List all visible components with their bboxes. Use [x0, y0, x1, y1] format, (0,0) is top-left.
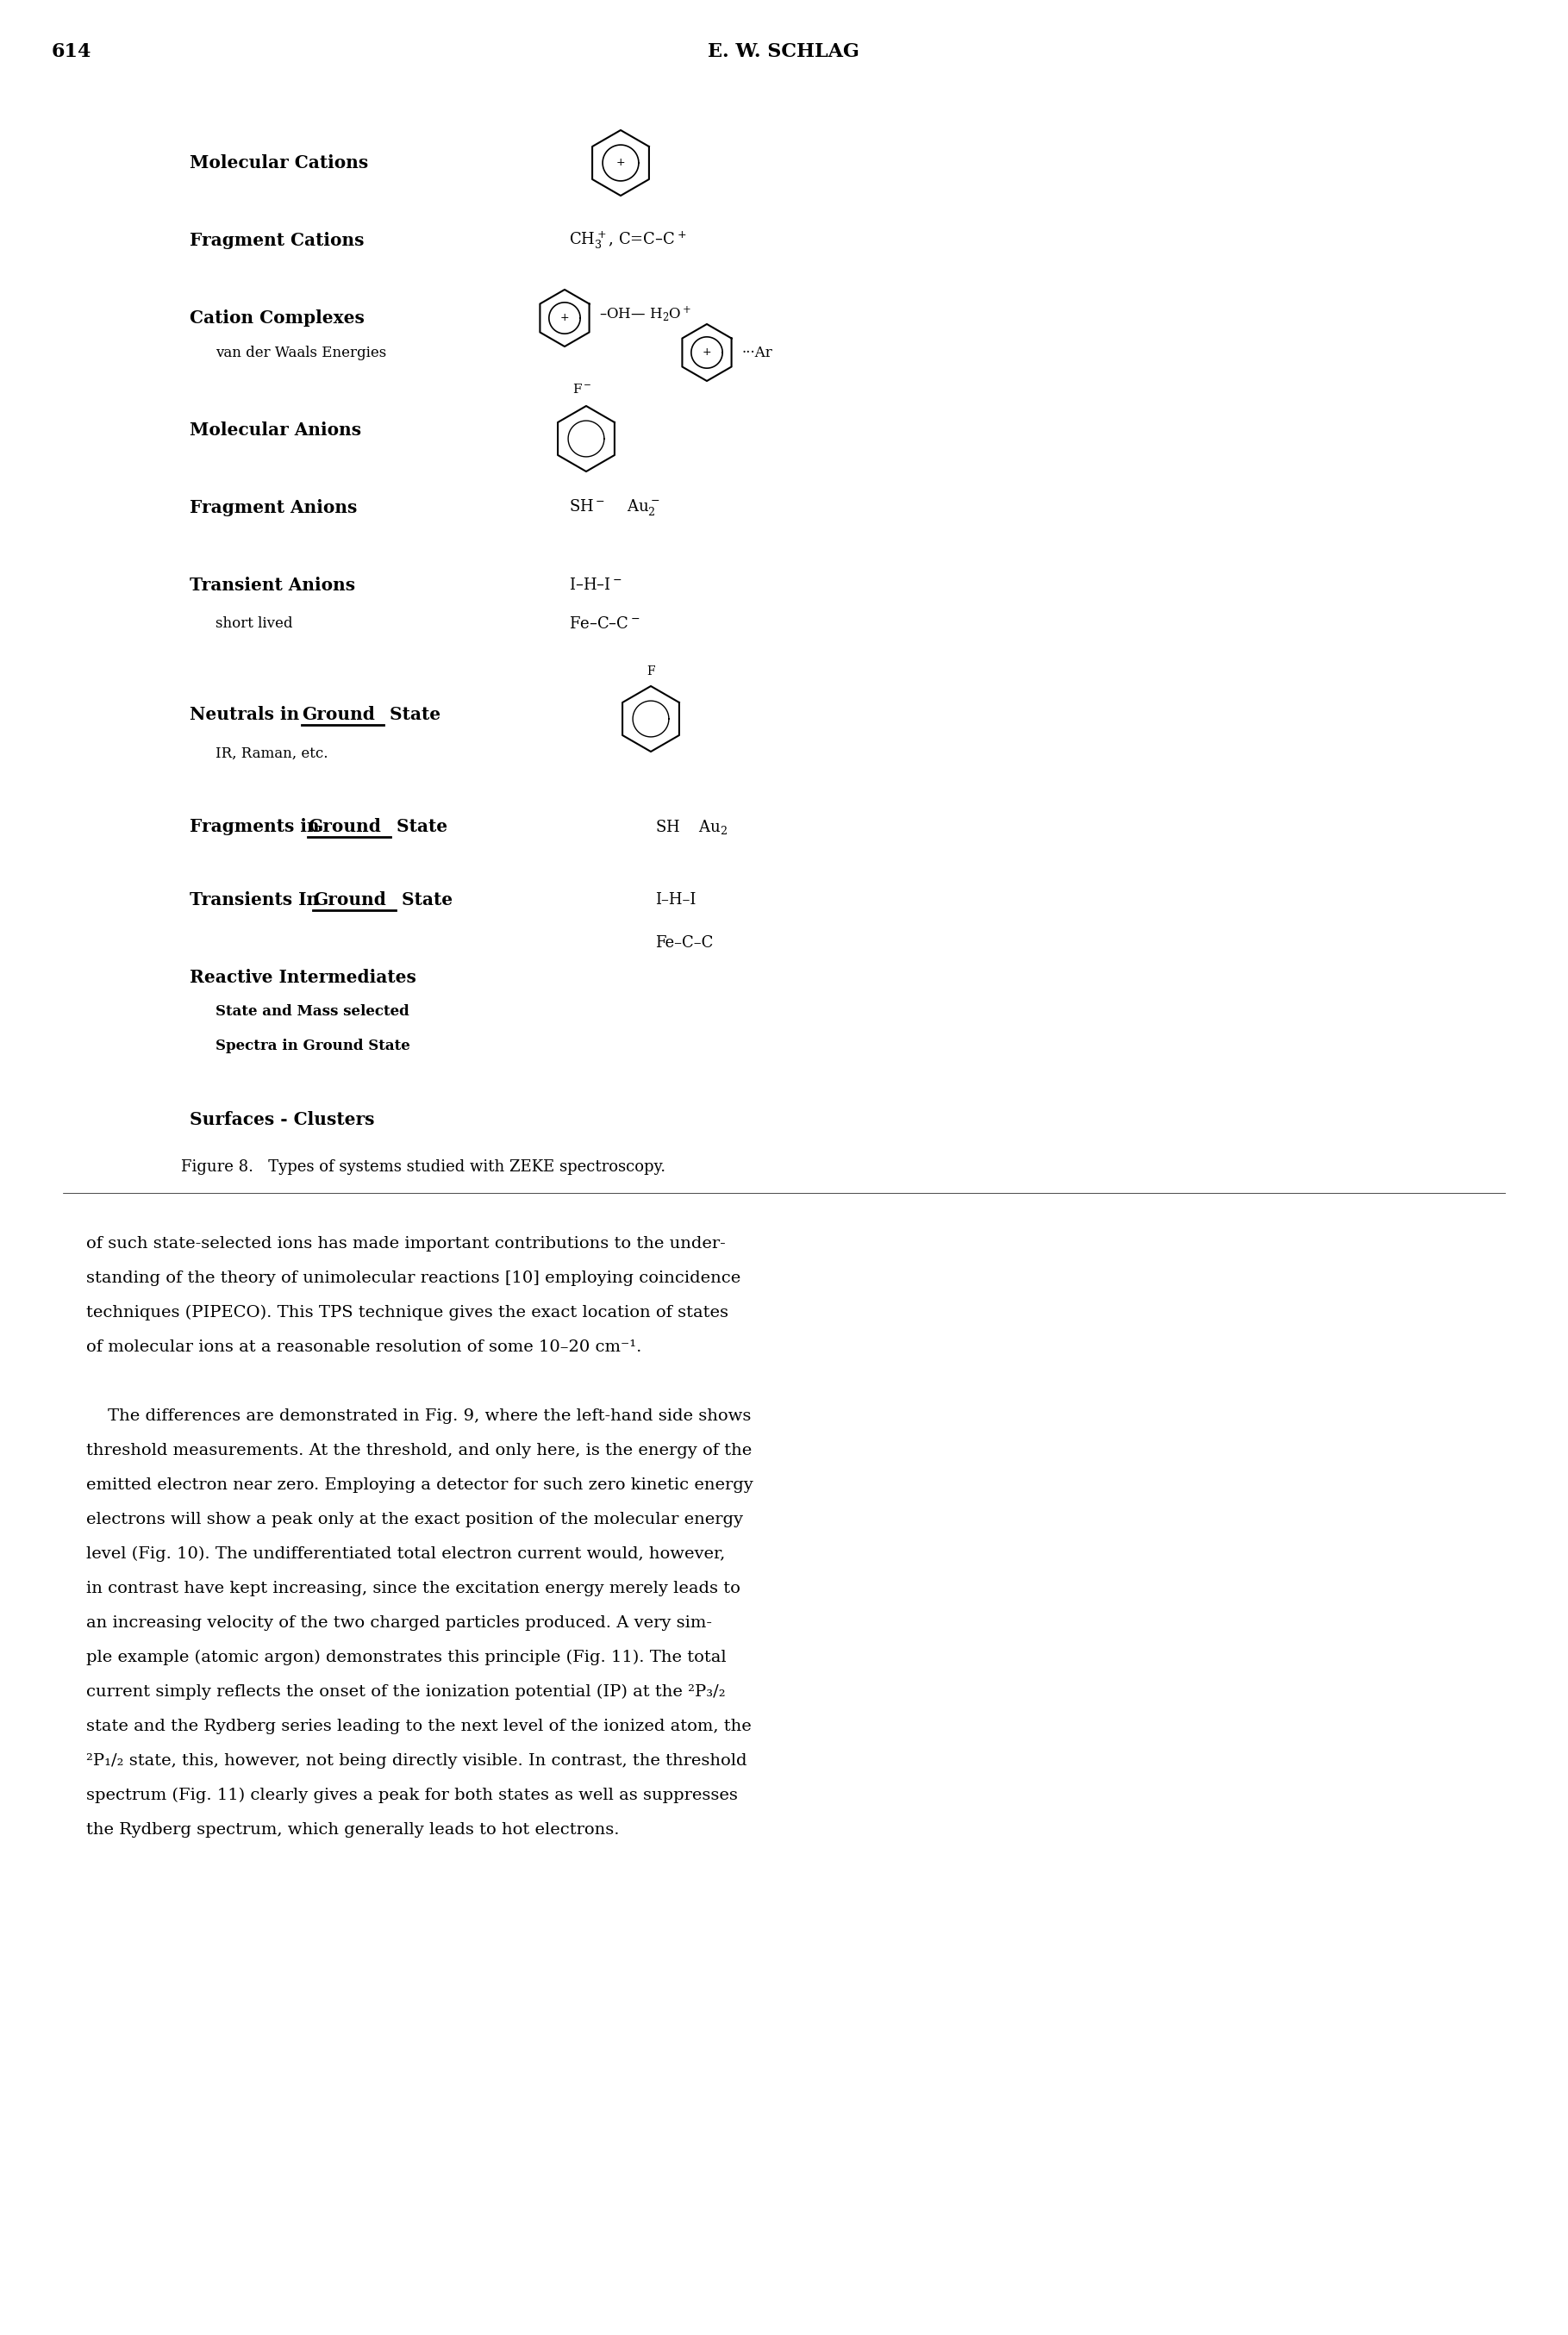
Text: State and Mass selected: State and Mass selected: [215, 1004, 409, 1020]
Text: –OH— $\mathregular{H_2O^+}$: –OH— $\mathregular{H_2O^+}$: [599, 304, 691, 322]
Text: techniques (PIPECO). This TPS technique gives the exact location of states: techniques (PIPECO). This TPS technique …: [86, 1305, 729, 1322]
Text: Fragment Anions: Fragment Anions: [190, 500, 358, 516]
Text: Molecular Anions: Molecular Anions: [190, 423, 361, 439]
Text: Fragment Cations: Fragment Cations: [190, 231, 364, 250]
Text: spectrum (Fig. 11) clearly gives a peak for both states as well as suppresses: spectrum (Fig. 11) clearly gives a peak …: [86, 1789, 739, 1803]
Text: of molecular ions at a reasonable resolution of some 10–20 cm⁻¹.: of molecular ions at a reasonable resolu…: [86, 1340, 641, 1354]
Text: Molecular Cations: Molecular Cations: [190, 154, 368, 170]
Text: level (Fig. 10). The undifferentiated total electron current would, however,: level (Fig. 10). The undifferentiated to…: [86, 1546, 724, 1562]
Text: Fragments in: Fragments in: [190, 817, 326, 836]
Text: ple example (atomic argon) demonstrates this principle (Fig. 11). The total: ple example (atomic argon) demonstrates …: [86, 1651, 726, 1665]
Text: Fe–C–C$^-$: Fe–C–C$^-$: [569, 616, 640, 633]
Text: emitted electron near zero. Employing a detector for such zero kinetic energy: emitted electron near zero. Employing a …: [86, 1478, 753, 1492]
Text: electrons will show a peak only at the exact position of the molecular energy: electrons will show a peak only at the e…: [86, 1511, 743, 1527]
Text: in contrast have kept increasing, since the excitation energy merely leads to: in contrast have kept increasing, since …: [86, 1581, 740, 1597]
Text: state and the Rydberg series leading to the next level of the ionized atom, the: state and the Rydberg series leading to …: [86, 1719, 751, 1735]
Text: The differences are demonstrated in Fig. 9, where the left-hand side shows: The differences are demonstrated in Fig.…: [86, 1408, 751, 1424]
Text: Neutrals in: Neutrals in: [190, 705, 306, 724]
Text: State: State: [384, 705, 441, 724]
Text: $\mathregular{SH^-}$    $\mathregular{Au_2^-}$: $\mathregular{SH^-}$ $\mathregular{Au_2^…: [569, 497, 660, 518]
Text: Cation Complexes: Cation Complexes: [190, 311, 364, 327]
Text: +: +: [560, 313, 569, 325]
Text: Spectra in Ground State: Spectra in Ground State: [215, 1039, 411, 1053]
Text: $\mathregular{F^-}$: $\mathregular{F^-}$: [572, 383, 591, 395]
Text: Reactive Intermediates: Reactive Intermediates: [190, 969, 416, 985]
Text: Fe–C–C: Fe–C–C: [655, 936, 713, 950]
Text: ···Ar: ···Ar: [742, 346, 771, 360]
Text: of such state-selected ions has made important contributions to the under-: of such state-selected ions has made imp…: [86, 1235, 726, 1252]
Text: Surfaces - Clusters: Surfaces - Clusters: [190, 1111, 375, 1128]
Text: $\mathregular{SH}$    $\mathregular{Au_2}$: $\mathregular{SH}$ $\mathregular{Au_2}$: [655, 817, 728, 836]
Text: short lived: short lived: [215, 616, 293, 630]
Text: I–H–I$^-$: I–H–I$^-$: [569, 577, 622, 593]
Text: the Rydberg spectrum, which generally leads to hot electrons.: the Rydberg spectrum, which generally le…: [86, 1821, 619, 1838]
Text: current simply reflects the onset of the ionization potential (IP) at the ²P₃/₂: current simply reflects the onset of the…: [86, 1684, 726, 1700]
Text: Ground: Ground: [314, 892, 386, 908]
Text: State: State: [390, 817, 447, 836]
Text: +: +: [702, 348, 712, 357]
Text: F: F: [646, 665, 655, 677]
Text: $\mathregular{CH_3^+}$, C=C–C$^+$: $\mathregular{CH_3^+}$, C=C–C$^+$: [569, 229, 687, 252]
Text: Transient Anions: Transient Anions: [190, 577, 356, 593]
Text: 614: 614: [52, 42, 91, 61]
Text: Ground: Ground: [307, 817, 381, 836]
Text: an increasing velocity of the two charged particles produced. A very sim-: an increasing velocity of the two charge…: [86, 1616, 712, 1630]
Text: E. W. SCHLAG: E. W. SCHLAG: [707, 42, 859, 61]
Text: I–H–I: I–H–I: [655, 892, 696, 908]
Text: Figure 8.   Types of systems studied with ZEKE spectroscopy.: Figure 8. Types of systems studied with …: [180, 1158, 665, 1175]
Text: Transients In: Transients In: [190, 892, 325, 908]
Text: van der Waals Energies: van der Waals Energies: [215, 346, 386, 360]
Text: +: +: [616, 156, 626, 168]
Text: standing of the theory of unimolecular reactions [10] employing coincidence: standing of the theory of unimolecular r…: [86, 1270, 740, 1287]
Text: Ground: Ground: [301, 705, 375, 724]
Text: IR, Raman, etc.: IR, Raman, etc.: [215, 745, 328, 761]
Text: threshold measurements. At the threshold, and only here, is the energy of the: threshold measurements. At the threshold…: [86, 1443, 753, 1459]
Text: State: State: [395, 892, 453, 908]
Text: ²P₁/₂ state, this, however, not being directly visible. In contrast, the thresho: ²P₁/₂ state, this, however, not being di…: [86, 1754, 746, 1768]
